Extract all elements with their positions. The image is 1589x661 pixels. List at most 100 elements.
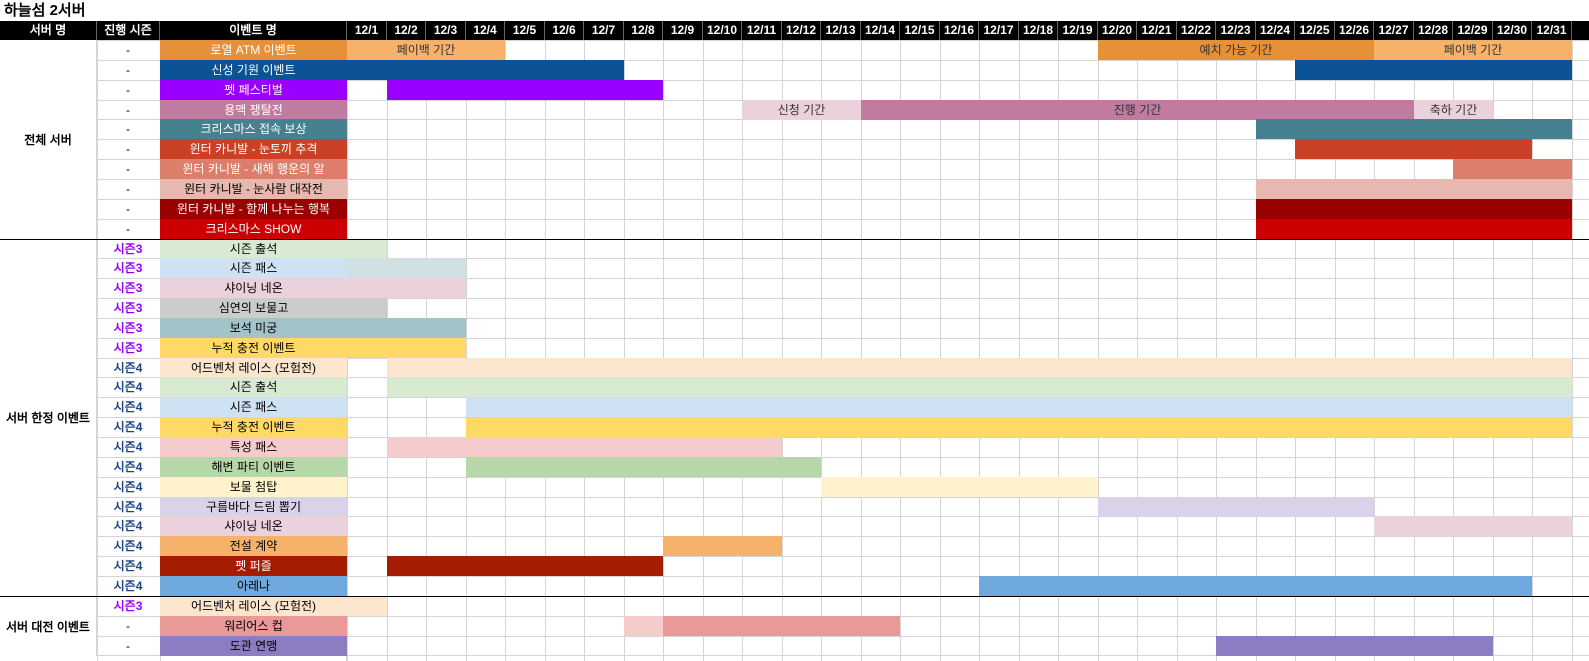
date-header[interactable]: 12/29 bbox=[1453, 21, 1493, 40]
event-period-bar[interactable]: 신청 기간 bbox=[742, 100, 861, 120]
event-period-bar[interactable] bbox=[466, 457, 821, 477]
event-name-cell[interactable]: 전설 계약 bbox=[160, 536, 347, 556]
event-name-cell[interactable]: 해변 파티 이벤트 bbox=[160, 457, 347, 477]
event-period-bar[interactable] bbox=[387, 437, 782, 457]
season-cell[interactable]: 시즌3 bbox=[113, 242, 143, 256]
event-name-cell[interactable]: 윈터 카니발 - 눈사람 대작전 bbox=[160, 179, 347, 199]
date-header[interactable]: 12/10 bbox=[703, 21, 742, 40]
event-name-cell[interactable]: 보석 미궁 bbox=[160, 318, 347, 338]
season-cell[interactable]: 시즌4 bbox=[113, 420, 143, 434]
event-name-cell[interactable]: 용맥 쟁탈전 bbox=[160, 100, 347, 120]
event-period-bar[interactable] bbox=[347, 318, 466, 338]
event-period-bar[interactable] bbox=[387, 80, 663, 100]
season-cell[interactable]: - bbox=[126, 162, 130, 176]
event-name-cell[interactable]: 샤이닝 네온 bbox=[160, 516, 347, 536]
date-header[interactable]: 12/20 bbox=[1098, 21, 1137, 40]
date-header[interactable]: 12/25 bbox=[1295, 21, 1335, 40]
event-name-cell[interactable]: 윈터 카니발 - 함께 나누는 행복 bbox=[160, 199, 347, 219]
event-period-bar[interactable] bbox=[1295, 60, 1572, 80]
event-period-bar[interactable] bbox=[663, 616, 900, 636]
season-cell[interactable]: 시즌4 bbox=[113, 380, 143, 394]
event-period-bar[interactable] bbox=[347, 258, 466, 278]
event-name-cell[interactable]: 로열 ATM 이벤트 bbox=[160, 40, 347, 60]
event-period-bar[interactable] bbox=[347, 239, 387, 259]
event-name-cell[interactable]: 샤이닝 네온 bbox=[160, 278, 347, 298]
event-period-bar[interactable]: 페이백 기간 bbox=[1374, 40, 1572, 60]
header-server[interactable]: 서버 명 bbox=[0, 21, 97, 40]
season-cell[interactable]: 시즌4 bbox=[113, 440, 143, 454]
event-name-cell[interactable]: 윈터 카니발 - 눈토끼 추격 bbox=[160, 139, 347, 159]
date-header[interactable]: 12/1 bbox=[347, 21, 387, 40]
event-period-bar[interactable] bbox=[387, 556, 663, 576]
date-header[interactable]: 12/31 bbox=[1532, 21, 1572, 40]
season-cell[interactable]: 시즌3 bbox=[113, 261, 143, 275]
date-header[interactable]: 12/3 bbox=[426, 21, 466, 40]
season-cell[interactable]: 시즌4 bbox=[113, 400, 143, 414]
event-period-bar[interactable] bbox=[347, 60, 624, 80]
date-header[interactable]: 12/11 bbox=[742, 21, 782, 40]
date-header[interactable]: 12/13 bbox=[821, 21, 861, 40]
date-header[interactable]: 12/5 bbox=[505, 21, 545, 40]
event-name-cell[interactable]: 펫 페스티벌 bbox=[160, 80, 347, 100]
server-group-label[interactable]: 서버 한정 이벤트 bbox=[0, 239, 97, 596]
season-cell[interactable]: 시즌4 bbox=[113, 519, 143, 533]
season-cell[interactable]: 시즌3 bbox=[113, 341, 143, 355]
date-header[interactable]: 12/28 bbox=[1414, 21, 1453, 40]
season-cell[interactable]: - bbox=[126, 222, 130, 236]
event-period-bar[interactable] bbox=[347, 338, 466, 358]
date-header[interactable]: 12/24 bbox=[1256, 21, 1295, 40]
event-period-bar[interactable] bbox=[624, 616, 663, 636]
date-header[interactable]: 12/27 bbox=[1374, 21, 1414, 40]
event-period-bar[interactable] bbox=[1256, 219, 1572, 239]
date-header[interactable]: 12/26 bbox=[1335, 21, 1374, 40]
event-name-cell[interactable]: 보물 첨탑 bbox=[160, 477, 347, 497]
season-cell[interactable]: 시즌4 bbox=[113, 500, 143, 514]
season-cell[interactable]: - bbox=[126, 43, 130, 57]
event-period-bar[interactable] bbox=[1216, 636, 1493, 656]
date-header[interactable]: 12/12 bbox=[782, 21, 821, 40]
event-name-cell[interactable]: 심연의 보물고 bbox=[160, 298, 347, 318]
event-period-bar[interactable] bbox=[387, 358, 1572, 378]
event-name-cell[interactable]: 펫 퍼즐 bbox=[160, 556, 347, 576]
event-period-bar[interactable] bbox=[347, 278, 466, 298]
season-cell[interactable]: - bbox=[126, 122, 130, 136]
event-period-bar[interactable] bbox=[347, 596, 387, 616]
event-period-bar[interactable] bbox=[1256, 119, 1572, 139]
season-cell[interactable]: 시즌4 bbox=[113, 480, 143, 494]
date-header[interactable]: 12/9 bbox=[663, 21, 703, 40]
date-header[interactable]: 12/17 bbox=[979, 21, 1019, 40]
date-header[interactable]: 12/30 bbox=[1493, 21, 1532, 40]
season-cell[interactable]: 시즌4 bbox=[113, 559, 143, 573]
event-name-cell[interactable]: 도관 연맹 bbox=[160, 636, 347, 656]
event-name-cell[interactable]: 시즌 출석 bbox=[160, 377, 347, 397]
event-period-bar[interactable]: 진행 기간 bbox=[861, 100, 1414, 120]
event-period-bar[interactable] bbox=[979, 576, 1532, 596]
season-cell[interactable]: 시즌3 bbox=[113, 599, 143, 613]
event-period-bar[interactable]: 예치 가능 기간 bbox=[1098, 40, 1374, 60]
event-name-cell[interactable]: 구름바다 드림 뽑기 bbox=[160, 497, 347, 517]
event-name-cell[interactable]: 워리어스 컵 bbox=[160, 616, 347, 636]
event-name-cell[interactable]: 아레나 bbox=[160, 576, 347, 596]
season-cell[interactable]: - bbox=[126, 63, 130, 77]
event-period-bar[interactable] bbox=[466, 397, 1572, 417]
event-name-cell[interactable]: 시즌 패스 bbox=[160, 258, 347, 278]
event-name-cell[interactable]: 시즌 출석 bbox=[160, 239, 347, 259]
event-name-cell[interactable]: 누적 충전 이벤트 bbox=[160, 417, 347, 437]
date-header[interactable]: 12/19 bbox=[1058, 21, 1098, 40]
date-header[interactable]: 12/15 bbox=[900, 21, 940, 40]
event-period-bar[interactable] bbox=[1256, 179, 1572, 199]
event-period-bar[interactable] bbox=[663, 536, 782, 556]
season-cell[interactable]: - bbox=[126, 202, 130, 216]
date-header[interactable]: 12/18 bbox=[1019, 21, 1058, 40]
date-header[interactable]: 12/8 bbox=[624, 21, 663, 40]
event-period-bar[interactable] bbox=[466, 417, 1572, 437]
event-name-cell[interactable]: 특성 패스 bbox=[160, 437, 347, 457]
header-event[interactable]: 이벤트 명 bbox=[160, 21, 347, 40]
date-header[interactable]: 12/16 bbox=[940, 21, 979, 40]
date-header[interactable]: 12/23 bbox=[1216, 21, 1256, 40]
event-period-bar[interactable] bbox=[1453, 159, 1572, 179]
event-period-bar[interactable] bbox=[1256, 199, 1572, 219]
season-cell[interactable]: 시즌4 bbox=[113, 579, 143, 593]
event-name-cell[interactable]: 윈터 카니발 - 새해 행운의 알 bbox=[160, 159, 347, 179]
season-cell[interactable]: 시즌4 bbox=[113, 361, 143, 375]
